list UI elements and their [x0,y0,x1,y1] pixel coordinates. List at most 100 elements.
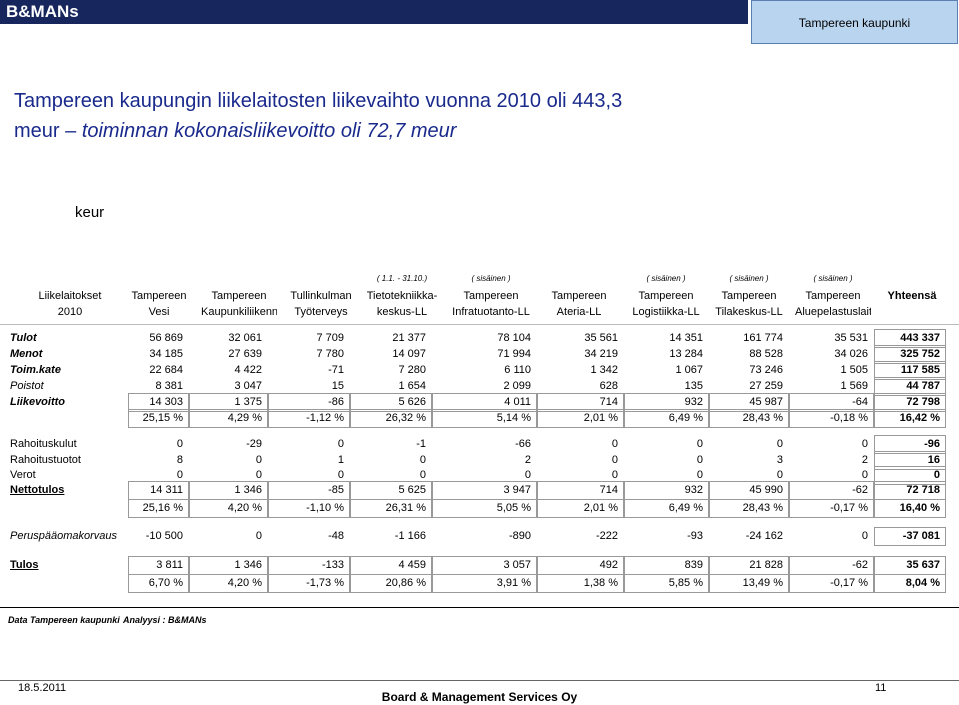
cell-box [874,361,946,380]
cell-value: 0 [776,438,783,450]
cell-value: 0 [861,530,868,542]
column-header: Kaupunkiliikenne- [201,306,277,318]
cell-value: 73 246 [749,364,783,376]
cell-value: 4,29 % [227,412,262,424]
cell-value: 21 377 [392,332,426,344]
cell-value: 21 828 [749,559,783,571]
row-label: Tulot [10,332,37,344]
column-header: Liikelaitokset [38,290,102,302]
cell-value: -890 [508,530,531,542]
cell-value: -133 [321,559,344,571]
cell-value: -62 [852,484,868,496]
title-emphasis: toiminnan kokonaisliikevoitto oli 72,7 m… [81,120,457,142]
cell-value: 34 185 [149,348,183,360]
cell-value: 628 [599,380,618,392]
cell-value: 1 346 [234,559,262,571]
cell-value: 35 561 [584,332,618,344]
header-rule [0,324,959,325]
cell-box [874,499,946,518]
row-label: Poistot [10,380,44,392]
cell-value: 0 [255,530,262,542]
cell-box [432,574,537,593]
row-label: Rahoituskulut [10,438,77,450]
cell-value: 0 [176,438,183,450]
column-header: Tullinkulman [290,290,352,302]
cell-value: 14 351 [669,332,703,344]
cell-box [128,393,189,412]
cell-value: 1 654 [398,380,426,392]
cell-value: 2 [861,454,868,466]
total-value: 35 637 [906,559,940,571]
analysis-note: Analyysi : B&MANs [123,615,207,625]
cell-value: 45 987 [749,396,783,408]
cell-value: 0 [611,438,618,450]
cell-value: 5 626 [398,396,426,408]
cell-value: -0,17 % [830,577,868,589]
cell-box [709,393,789,412]
cell-value: -1 [416,438,426,450]
cell-value: 1 067 [675,364,703,376]
total-value: 117 585 [900,364,940,376]
column-header: Tampereen [211,290,267,302]
cell-box [128,409,189,428]
cell-value: 0 [861,438,868,450]
cell-box [128,499,189,518]
cell-value: 1 346 [234,484,262,496]
cell-value: 7 709 [316,332,344,344]
cell-box [189,409,268,428]
cell-box [874,345,946,364]
cell-value: 1 [337,454,344,466]
cell-box [709,409,789,428]
column-header: Yhteensä [887,290,937,302]
slide-title: Tampereen kaupungin liikelaitosten liike… [14,86,664,146]
cell-box [537,574,624,593]
cell-value: -1,12 % [306,412,344,424]
cell-value: 0 [524,469,531,481]
cell-value: 3 947 [503,484,531,496]
cell-value: 0 [419,454,426,466]
cell-value: 4,20 % [227,577,262,589]
cell-box [874,377,946,396]
cell-value: 714 [599,396,618,408]
cell-value: 71 994 [497,348,531,360]
footer-rule [0,607,959,608]
cell-value: 15 [331,380,344,392]
cell-value: -86 [328,396,344,408]
cell-box [624,499,709,518]
company: Board & Management Services Oy [381,690,578,704]
cell-value: 8 [176,454,183,466]
cell-value: 25,16 % [142,502,183,514]
cell-value: 5,85 % [668,577,703,589]
cell-value: 27 639 [228,348,262,360]
cell-value: 0 [255,469,262,481]
cell-value: -85 [328,484,344,496]
cell-value: 25,15 % [142,412,183,424]
cell-value: 14 311 [150,484,183,496]
cell-value: 0 [611,454,618,466]
date: 18.5.2011 [18,682,67,694]
total-value: 0 [933,469,940,481]
cell-box [624,393,709,412]
cell-value: 3 057 [503,559,531,571]
total-value: 44 787 [906,380,940,392]
column-header: Työterveys [294,306,348,318]
cell-value: 0 [776,469,783,481]
cell-value: 2 [524,454,531,466]
total-value: -37 081 [902,530,940,542]
cell-box [789,499,874,518]
bottom-rule [0,680,959,681]
cell-box [189,393,268,412]
cell-value: 20,86 % [385,577,426,589]
cell-value: 3 047 [234,380,262,392]
cell-value: 5 625 [398,484,426,496]
column-header: Ateria-LL [556,306,602,318]
cell-value: 28,43 % [742,412,783,424]
column-header: Tampereen [551,290,607,302]
cell-box [874,451,946,470]
cell-value: -48 [328,530,344,542]
row-label: Peruspääomakorvaus [10,530,118,542]
cell-value: 8 381 [155,380,183,392]
column-header: keskus-LL [376,306,428,318]
cell-value: 27 259 [749,380,783,392]
cell-box [350,409,432,428]
